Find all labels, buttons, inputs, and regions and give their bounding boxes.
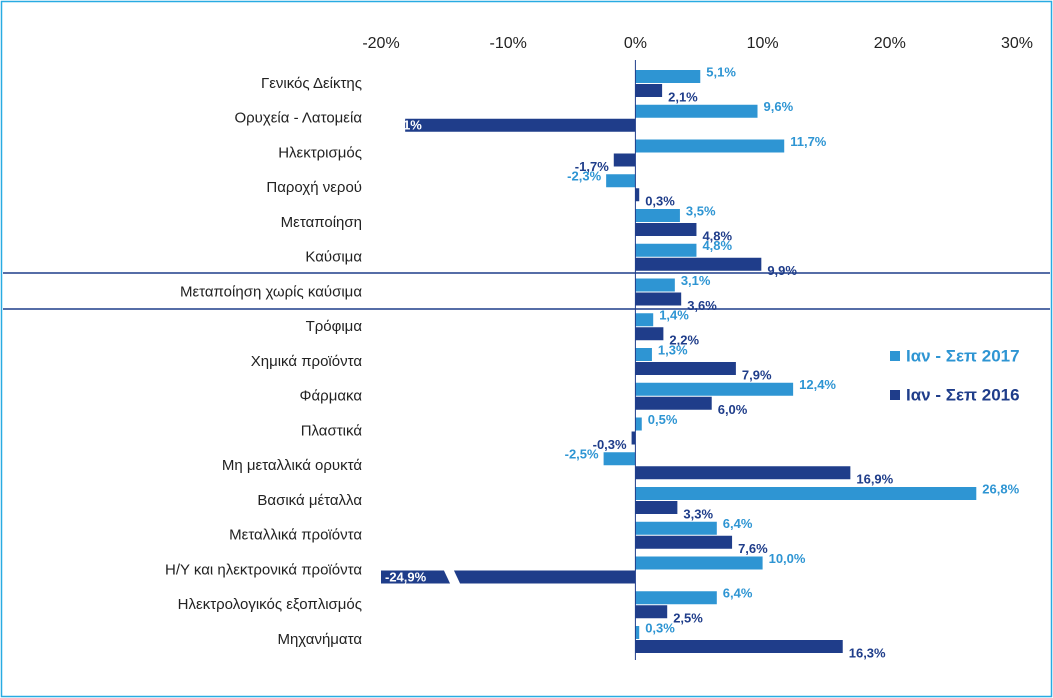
- value-label: 11,7%: [790, 134, 827, 149]
- value-label: 12,4%: [799, 377, 836, 392]
- category-label: Καύσιμα: [305, 249, 362, 266]
- legend-swatch: [890, 351, 900, 361]
- value-label: -1,7%: [575, 159, 609, 174]
- value-label: 6,4%: [723, 516, 753, 531]
- category-label: Χημικά προϊόντα: [251, 353, 363, 370]
- value-label: 1,3%: [658, 342, 688, 357]
- x-tick-label: 30%: [1001, 35, 1033, 52]
- bar: [603, 452, 636, 466]
- value-label: 5,1%: [706, 64, 736, 79]
- value-label: 4,8%: [702, 238, 732, 253]
- value-label: 0,3%: [645, 194, 675, 209]
- category-label: Παροχή νερού: [266, 179, 362, 196]
- value-label: 7,9%: [742, 367, 772, 382]
- bar: [381, 570, 636, 584]
- bar: [635, 292, 682, 306]
- legend-label: Ιαν - Σεπ 2016: [906, 385, 1020, 404]
- category-label: Μεταλλικά προϊόντα: [229, 527, 362, 544]
- value-label: 3,3%: [683, 506, 713, 521]
- category-label: Ορυχεία - Λατομεία: [234, 110, 362, 127]
- value-label: 26,8%: [982, 481, 1019, 496]
- bar: [635, 278, 675, 292]
- x-tick-label: -10%: [490, 35, 527, 52]
- bar: [635, 188, 640, 202]
- bar: [635, 70, 701, 83]
- value-label: 2,5%: [673, 611, 703, 626]
- category-label: Φάρμακα: [300, 388, 363, 405]
- bar: [635, 139, 785, 153]
- x-tick-label: -20%: [362, 35, 399, 52]
- bar: [405, 118, 636, 132]
- value-label: 1,4%: [659, 308, 689, 323]
- value-label: 0,5%: [648, 412, 678, 427]
- axis-break: [443, 568, 461, 586]
- category-label: Πλαστικά: [301, 422, 363, 439]
- bar: [631, 431, 636, 445]
- value-label: 0,3%: [645, 620, 675, 635]
- category-label: Ηλεκτρισμός: [278, 144, 362, 161]
- bars: [381, 70, 977, 653]
- bar: [635, 209, 680, 222]
- value-label: 3,5%: [686, 203, 716, 218]
- category-label: Μεταποίηση χωρίς καύσιμα: [180, 283, 362, 300]
- bar: [635, 591, 717, 605]
- bar: [635, 640, 843, 653]
- x-tick-label: 0%: [624, 35, 647, 52]
- value-label: 4,8%: [702, 228, 732, 243]
- bar: [635, 327, 664, 341]
- category-label: Τρόφιμα: [306, 318, 363, 335]
- bar: [635, 605, 668, 619]
- bar: [635, 396, 712, 410]
- bar: [635, 223, 697, 236]
- value-label: 16,9%: [856, 472, 893, 487]
- value-label: 6,4%: [723, 586, 753, 601]
- legend-swatch: [890, 390, 900, 400]
- bar: [635, 362, 736, 375]
- value-label: 18,1%: [385, 118, 422, 133]
- x-tick-label: 20%: [874, 35, 906, 52]
- bar: [635, 521, 717, 535]
- category-label: Βασικά μέταλλα: [257, 492, 362, 509]
- bar: [635, 535, 733, 549]
- category-label: Η/Υ και ηλεκτρονικά προϊόντα: [165, 561, 362, 578]
- x-tick-label: 10%: [747, 35, 779, 52]
- value-label: 10,0%: [769, 551, 806, 566]
- bar: [635, 257, 762, 271]
- value-label: -2,5%: [565, 447, 599, 462]
- category-label: Ηλεκτρολογικός εξοπλισμός: [178, 596, 362, 613]
- value-label: 6,0%: [718, 402, 748, 417]
- bar: [635, 501, 678, 514]
- value-label: 2,1%: [668, 89, 698, 104]
- value-label: 7,6%: [738, 541, 768, 556]
- value-label: 2,2%: [669, 333, 699, 348]
- bar: [635, 556, 763, 570]
- bar: [613, 153, 636, 167]
- legend-label: Ιαν - Σεπ 2017: [906, 346, 1020, 365]
- value-label: -24,9%: [385, 569, 427, 584]
- category-label: Μη μεταλλικά ορυκτά: [222, 457, 362, 474]
- bar: [635, 104, 758, 118]
- value-label: 3,1%: [681, 273, 711, 288]
- category-label: Μεταποίηση: [281, 214, 362, 231]
- bar: [635, 348, 652, 361]
- bar: [635, 313, 654, 327]
- category-label: Γενικός Δείκτης: [261, 75, 362, 92]
- value-label: 16,3%: [849, 645, 886, 660]
- bar: [635, 84, 663, 97]
- category-label: Μηχανήματα: [277, 631, 362, 648]
- value-label: -2,3%: [567, 169, 601, 184]
- value-label: 9,6%: [764, 99, 794, 114]
- value-label: -0,3%: [593, 437, 627, 452]
- bar: [606, 174, 636, 188]
- bar: [635, 382, 794, 396]
- bar: [635, 626, 640, 639]
- bar: [635, 417, 642, 431]
- value-label: 3,6%: [687, 298, 717, 313]
- bar: [635, 487, 977, 500]
- bar: [635, 243, 697, 257]
- value-label: 9,9%: [767, 263, 797, 278]
- bar: [635, 466, 851, 480]
